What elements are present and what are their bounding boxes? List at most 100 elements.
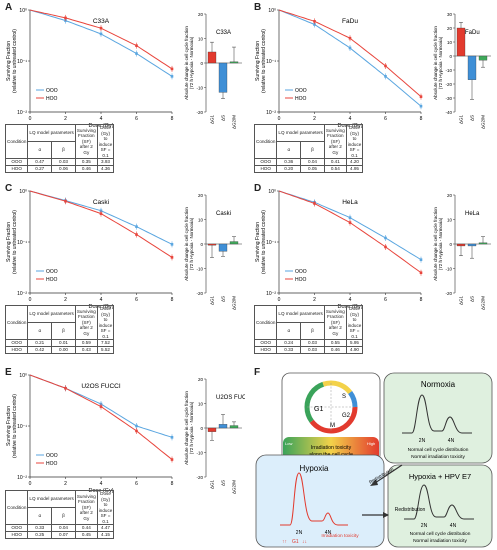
hoo-point (420, 271, 423, 274)
normal-tox: Normal irradiation toxicity (411, 454, 465, 460)
x-tick-label: 6 (384, 116, 387, 122)
x-tick-label: 4 (349, 297, 352, 303)
lq-table: Condition LQ model parameters Surviving Fr… (254, 305, 363, 354)
bar-y-axis-label: (72 h Hypoxia - Normoxia) (189, 401, 194, 454)
hoo-point (100, 27, 103, 30)
th-beta: β (301, 323, 325, 340)
bar-y-axis-label: (72 h Hypoxia - Normoxia) (189, 36, 194, 89)
ooo-point (384, 237, 387, 240)
ooo-point (171, 436, 174, 439)
y-tick-label: 10⁻¹ (17, 59, 27, 65)
cell: 0.47 (28, 159, 52, 166)
cell: 0.27 (28, 166, 52, 173)
th-condition: Condition (255, 306, 277, 340)
bar-y-tick-label: 20 (447, 193, 453, 198)
y-axis-label: (relative to untreated control) (12, 210, 18, 274)
bar-y-tick-label: -10 (196, 85, 203, 90)
cell: 0.06 (52, 166, 76, 173)
x-tick-label: 2 (64, 116, 67, 122)
cell: 5.95 (346, 340, 363, 347)
bar-y-tick-label: 0 (449, 54, 452, 59)
y-tick-label: 10⁰ (19, 189, 27, 195)
table-row: HOO 0.25 0.07 0.45 4.15 (6, 532, 114, 539)
cell-cycle-bar-chart: Caski20100-10-20Absolute change in cell … (180, 181, 245, 331)
lq-table: Condition LQ model parameters Surviving Fr… (254, 124, 363, 173)
hoo-point (420, 95, 423, 98)
cell-line-title: U2OS FUCCI (216, 395, 245, 401)
low-label: Low (285, 441, 292, 446)
hyp-g1: G1 (292, 539, 299, 545)
bar-category-label: ΔG2/M (232, 480, 237, 494)
cell: HOO (6, 166, 28, 173)
cell: 4.90 (346, 347, 363, 354)
legend-ooo: OOO (295, 269, 307, 275)
th-sf2: Surviving Fraction (SF) after 2 Gy (75, 306, 97, 340)
ooo-point (384, 75, 387, 78)
table-row: HOO 0.27 0.06 0.46 4.36 (6, 166, 114, 173)
th-condition: Condition (6, 491, 28, 525)
table-row: HOO 0.33 0.03 0.46 4.90 (255, 347, 363, 354)
x-tick-label: 8 (171, 481, 174, 487)
cell: 0.55 (324, 340, 346, 347)
peak-2n: 2N (296, 530, 303, 536)
legend-hoo: HOO (46, 461, 58, 467)
th-lq: LQ model parameters (277, 306, 324, 323)
bar-y-tick-label: -20 (445, 82, 452, 87)
bar (468, 244, 476, 246)
bar-y-tick-label: 20 (198, 12, 204, 17)
bar (208, 52, 216, 63)
hoo-point (171, 458, 174, 461)
cell: 0.03 (301, 340, 325, 347)
bar (219, 244, 227, 251)
ooo-point (171, 243, 174, 246)
th-condition: Condition (255, 125, 277, 159)
cell-line-title: Caski (216, 211, 231, 217)
cell-line-title: FaDu (465, 30, 480, 36)
cell: 0.25 (28, 532, 52, 539)
y-tick-label: 10⁰ (268, 189, 276, 195)
x-tick-label: 2 (313, 297, 316, 303)
bar-category-label: ΔG1 (210, 296, 215, 306)
normoxia-title: Normoxia (421, 380, 456, 389)
cell: 0.43 (75, 347, 97, 354)
cell: 0.07 (52, 532, 76, 539)
ooo-point (135, 225, 138, 228)
x-tick-label: 6 (384, 297, 387, 303)
y-axis-label: (relative to untreated control) (12, 29, 18, 93)
bar-y-tick-label: -10 (445, 266, 452, 271)
bar-y-tick-label: 20 (198, 193, 204, 198)
bar (230, 242, 238, 244)
lq-table: Condition LQ model parameters Surviving Fr… (5, 124, 114, 173)
hoo-point (135, 233, 138, 236)
table-row: HOO 0.20 0.05 0.54 4.95 (255, 166, 363, 173)
cell-line-title: Caski (93, 199, 109, 206)
peak-2n: 2N (419, 438, 426, 444)
x-tick-label: 0 (29, 116, 32, 122)
cell: 0.21 (28, 340, 52, 347)
down-arrows: ↓↓ (302, 539, 307, 545)
legend-ooo: OOO (46, 88, 58, 94)
y-axis-label: (relative to untreated control) (12, 394, 18, 458)
bar-y-tick-label: 10 (198, 217, 204, 222)
normal-dist: Normal cell cycle distribution (408, 447, 469, 453)
bar-category-label: ΔG1 (210, 115, 215, 125)
x-tick-label: 0 (29, 297, 32, 303)
x-tick-label: 2 (313, 116, 316, 122)
y-tick-label: 10⁰ (19, 373, 27, 379)
bar-y-tick-label: 10 (198, 401, 204, 406)
bar-y-tick-label: 10 (447, 217, 453, 222)
cell: 0.36 (277, 159, 301, 166)
cell: 0.44 (75, 525, 97, 532)
cell-line-title: HeLa (465, 211, 480, 217)
cell: 0.42 (28, 347, 52, 354)
hyp-tox: Irradiation toxicity (321, 533, 359, 539)
bar-y-tick-label: -40 (445, 110, 452, 115)
bar-y-tick-label: -10 (445, 68, 452, 73)
hoo-point (100, 212, 103, 215)
cycle-m: M (330, 423, 335, 429)
bar (457, 244, 465, 246)
cell-cycle-bar-chart: C33A 20 10 0 -10 -20 Absolute change in cell c… (180, 0, 245, 150)
y-tick-label: 10⁻² (17, 475, 27, 481)
x-tick-label: 4 (100, 297, 103, 303)
cell: OOO (6, 340, 28, 347)
